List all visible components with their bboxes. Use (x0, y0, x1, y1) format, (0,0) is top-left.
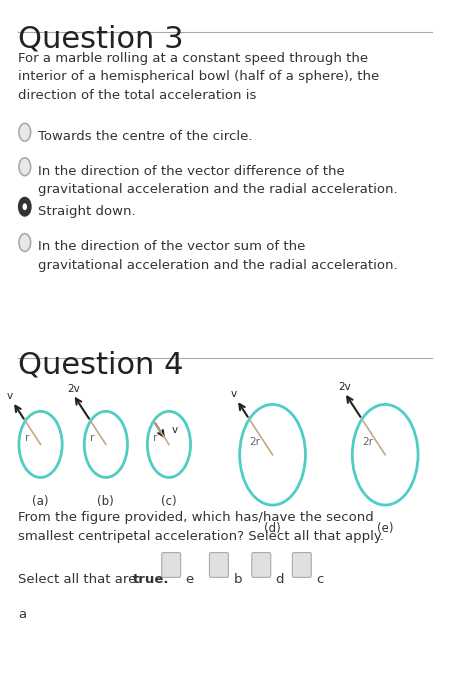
Text: 2v: 2v (67, 384, 80, 394)
Text: Question 4: Question 4 (18, 350, 183, 379)
Text: a: a (18, 608, 26, 621)
Text: (b): (b) (98, 495, 114, 508)
Text: 2v: 2v (339, 382, 352, 392)
Text: Select all that are: Select all that are (18, 573, 141, 586)
Text: b: b (233, 573, 242, 586)
Text: v: v (7, 391, 13, 401)
FancyBboxPatch shape (210, 553, 228, 577)
Text: c: c (316, 573, 324, 586)
Circle shape (19, 234, 31, 251)
FancyBboxPatch shape (252, 553, 271, 577)
FancyBboxPatch shape (162, 553, 181, 577)
Text: Straight down.: Straight down. (38, 205, 136, 218)
Text: r: r (154, 433, 158, 443)
Text: 2r: 2r (362, 437, 373, 446)
Text: (c): (c) (161, 495, 177, 508)
Text: In the direction of the vector difference of the
gravitational acceleration and : In the direction of the vector differenc… (38, 165, 398, 196)
Text: r: r (91, 433, 95, 443)
Text: r: r (25, 433, 29, 443)
Text: true.: true. (133, 573, 169, 586)
Text: From the figure provided, which has/have the second
smallest centripetal acceler: From the figure provided, which has/have… (18, 511, 384, 543)
Text: 2r: 2r (249, 437, 261, 446)
Text: For a marble rolling at a constant speed through the
interior of a hemispherical: For a marble rolling at a constant speed… (18, 52, 379, 102)
Text: (d): (d) (264, 522, 281, 535)
Text: In the direction of the vector sum of the
gravitational acceleration and the rad: In the direction of the vector sum of th… (38, 240, 398, 272)
Text: Towards the centre of the circle.: Towards the centre of the circle. (38, 130, 253, 143)
Text: v: v (231, 389, 237, 399)
Text: Question 3: Question 3 (18, 24, 183, 53)
Circle shape (19, 123, 31, 141)
FancyBboxPatch shape (292, 553, 311, 577)
Text: e: e (186, 573, 194, 586)
Circle shape (23, 203, 27, 210)
Text: (e): (e) (377, 522, 393, 535)
Text: v: v (172, 425, 178, 435)
Circle shape (19, 198, 31, 216)
Text: (a): (a) (32, 495, 49, 508)
Text: d: d (276, 573, 284, 586)
Circle shape (19, 158, 31, 176)
